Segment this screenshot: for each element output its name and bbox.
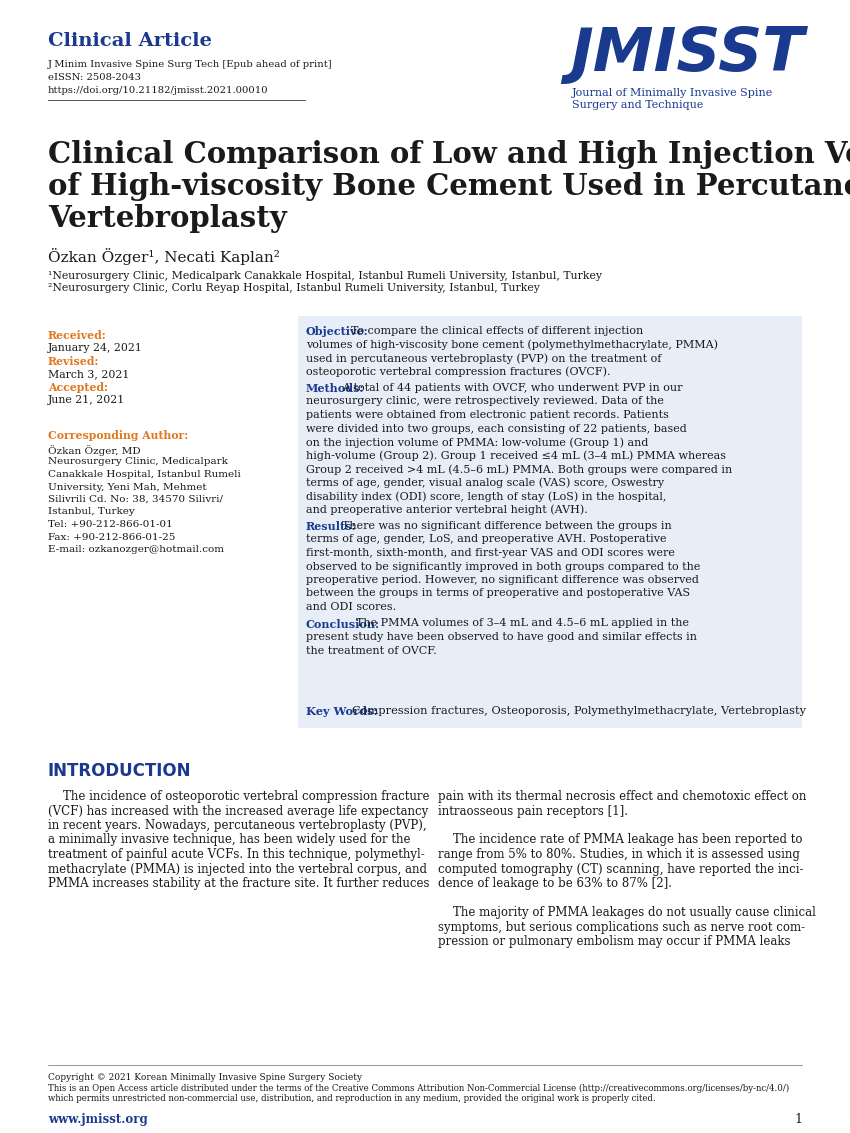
Text: dence of leakage to be 63% to 87% [2].: dence of leakage to be 63% to 87% [2]. — [438, 877, 672, 891]
Text: first-month, sixth-month, and first-year VAS and ODI scores were: first-month, sixth-month, and first-year… — [306, 548, 675, 557]
Text: the treatment of OVCF.: the treatment of OVCF. — [306, 646, 437, 656]
Text: ²Neurosurgery Clinic, Corlu Reyap Hospital, Istanbul Rumeli University, Istanbul: ²Neurosurgery Clinic, Corlu Reyap Hospit… — [48, 283, 540, 293]
Text: in recent years. Nowadays, percutaneous vertebroplasty (PVP),: in recent years. Nowadays, percutaneous … — [48, 819, 427, 832]
Text: were divided into two groups, each consisting of 22 patients, based: were divided into two groups, each consi… — [306, 424, 687, 434]
Text: June 21, 2021: June 21, 2021 — [48, 395, 125, 404]
Text: Key Words:: Key Words: — [306, 706, 377, 717]
Text: E-mail: ozkanozger@hotmail.com: E-mail: ozkanozger@hotmail.com — [48, 545, 224, 554]
Text: Surgery and Technique: Surgery and Technique — [572, 100, 703, 110]
Text: Results:: Results: — [306, 521, 356, 533]
Text: used in percutaneous vertebroplasty (PVP) on the treatment of: used in percutaneous vertebroplasty (PVP… — [306, 353, 661, 364]
Text: Istanbul, Turkey: Istanbul, Turkey — [48, 508, 135, 517]
Text: patients were obtained from electronic patient records. Patients: patients were obtained from electronic p… — [306, 410, 669, 420]
Text: range from 5% to 80%. Studies, in which it is assessed using: range from 5% to 80%. Studies, in which … — [438, 847, 800, 861]
Text: To compare the clinical effects of different injection: To compare the clinical effects of diffe… — [351, 326, 643, 337]
Text: Özkan Özger¹, Necati Kaplan²: Özkan Özger¹, Necati Kaplan² — [48, 248, 280, 265]
Text: observed to be significantly improved in both groups compared to the: observed to be significantly improved in… — [306, 562, 700, 571]
Text: 1: 1 — [794, 1113, 802, 1126]
Text: The incidence of osteoporotic vertebral compression fracture: The incidence of osteoporotic vertebral … — [48, 790, 429, 803]
Text: The incidence rate of PMMA leakage has been reported to: The incidence rate of PMMA leakage has b… — [438, 834, 802, 846]
Text: which permits unrestricted non-commercial use, distribution, and reproduction in: which permits unrestricted non-commercia… — [48, 1094, 655, 1104]
Text: of High-viscosity Bone Cement Used in Percutaneous: of High-viscosity Bone Cement Used in Pe… — [48, 172, 850, 201]
Text: Revised:: Revised: — [48, 356, 99, 367]
Text: March 3, 2021: March 3, 2021 — [48, 369, 129, 380]
Text: Özkan Özger, MD: Özkan Özger, MD — [48, 445, 140, 455]
Text: ¹Neurosurgery Clinic, Medicalpark Canakkale Hospital, Istanbul Rumeli University: ¹Neurosurgery Clinic, Medicalpark Canakk… — [48, 271, 602, 281]
Text: The majority of PMMA leakages do not usually cause clinical: The majority of PMMA leakages do not usu… — [438, 906, 816, 919]
Text: Compression fractures, Osteoporosis, Polymethylmethacrylate, Vertebroplasty: Compression fractures, Osteoporosis, Pol… — [353, 706, 807, 716]
Text: methacrylate (PMMA) is injected into the vertebral corpus, and: methacrylate (PMMA) is injected into the… — [48, 862, 427, 876]
Text: high-volume (Group 2). Group 1 received ≤4 mL (3–4 mL) PMMA whereas: high-volume (Group 2). Group 1 received … — [306, 451, 726, 461]
Text: pain with its thermal necrosis effect and chemotoxic effect on: pain with its thermal necrosis effect an… — [438, 790, 807, 803]
Text: Tel: +90-212-866-01-01: Tel: +90-212-866-01-01 — [48, 520, 173, 529]
Text: https://doi.org/10.21182/jmisst.2021.00010: https://doi.org/10.21182/jmisst.2021.000… — [48, 86, 269, 95]
Text: Silivrili Cd. No: 38, 34570 Silivri/: Silivrili Cd. No: 38, 34570 Silivri/ — [48, 495, 223, 504]
Text: terms of age, gender, visual analog scale (VAS) score, Oswestry: terms of age, gender, visual analog scal… — [306, 477, 664, 488]
Text: INTRODUCTION: INTRODUCTION — [48, 763, 191, 780]
Text: Journal of Minimally Invasive Spine: Journal of Minimally Invasive Spine — [572, 88, 774, 97]
Text: Received:: Received: — [48, 330, 107, 341]
Text: eISSN: 2508-2043: eISSN: 2508-2043 — [48, 73, 141, 82]
FancyBboxPatch shape — [298, 316, 802, 729]
Text: and preoperative anterior vertebral height (AVH).: and preoperative anterior vertebral heig… — [306, 504, 587, 516]
Text: (VCF) has increased with the increased average life expectancy: (VCF) has increased with the increased a… — [48, 804, 428, 818]
Text: Methods:: Methods: — [306, 383, 365, 394]
Text: www.jmisst.org: www.jmisst.org — [48, 1113, 148, 1126]
Text: treatment of painful acute VCFs. In this technique, polymethyl-: treatment of painful acute VCFs. In this… — [48, 847, 425, 861]
Text: Objective:: Objective: — [306, 326, 369, 337]
Text: volumes of high-viscosity bone cement (polymethylmethacrylate, PMMA): volumes of high-viscosity bone cement (p… — [306, 340, 718, 350]
Text: JMISST: JMISST — [570, 25, 804, 84]
Text: on the injection volume of PMMA: low-volume (Group 1) and: on the injection volume of PMMA: low-vol… — [306, 437, 649, 448]
Text: osteoporotic vertebral compression fractures (OVCF).: osteoporotic vertebral compression fract… — [306, 366, 610, 377]
Text: Conclusion:: Conclusion: — [306, 619, 380, 630]
Text: present study have been observed to have good and similar effects in: present study have been observed to have… — [306, 632, 697, 642]
Text: J Minim Invasive Spine Surg Tech [Epub ahead of print]: J Minim Invasive Spine Surg Tech [Epub a… — [48, 60, 332, 69]
Text: This is an Open Access article distributed under the terms of the Creative Commo: This is an Open Access article distribut… — [48, 1084, 790, 1093]
Text: computed tomography (CT) scanning, have reported the inci-: computed tomography (CT) scanning, have … — [438, 862, 803, 876]
Text: between the groups in terms of preoperative and postoperative VAS: between the groups in terms of preoperat… — [306, 588, 690, 598]
Text: symptoms, but serious complications such as nerve root com-: symptoms, but serious complications such… — [438, 920, 805, 934]
Text: terms of age, gender, LoS, and preoperative AVH. Postoperative: terms of age, gender, LoS, and preoperat… — [306, 535, 666, 545]
Text: University, Yeni Mah, Mehmet: University, Yeni Mah, Mehmet — [48, 483, 207, 492]
Text: The PMMA volumes of 3–4 mL and 4.5–6 mL applied in the: The PMMA volumes of 3–4 mL and 4.5–6 mL … — [355, 619, 688, 629]
Text: Canakkale Hospital, Istanbul Rumeli: Canakkale Hospital, Istanbul Rumeli — [48, 470, 241, 479]
Text: Group 2 received >4 mL (4.5–6 mL) PMMA. Both groups were compared in: Group 2 received >4 mL (4.5–6 mL) PMMA. … — [306, 465, 732, 475]
Text: Copyright © 2021 Korean Minimally Invasive Spine Surgery Society: Copyright © 2021 Korean Minimally Invasi… — [48, 1073, 362, 1082]
Text: Accepted:: Accepted: — [48, 382, 108, 393]
Text: disability index (ODI) score, length of stay (LoS) in the hospital,: disability index (ODI) score, length of … — [306, 491, 666, 502]
Text: Corresponding Author:: Corresponding Author: — [48, 431, 188, 441]
Text: neurosurgery clinic, were retrospectively reviewed. Data of the: neurosurgery clinic, were retrospectivel… — [306, 397, 664, 407]
Text: A total of 44 patients with OVCF, who underwent PVP in our: A total of 44 patients with OVCF, who un… — [343, 383, 683, 393]
Text: a minimally invasive technique, has been widely used for the: a minimally invasive technique, has been… — [48, 834, 411, 846]
Text: There was no significant difference between the groups in: There was no significant difference betw… — [343, 521, 672, 531]
Text: intraosseous pain receptors [1].: intraosseous pain receptors [1]. — [438, 804, 628, 818]
Text: Fax: +90-212-866-01-25: Fax: +90-212-866-01-25 — [48, 533, 175, 542]
Text: pression or pulmonary embolism may occur if PMMA leaks: pression or pulmonary embolism may occur… — [438, 935, 790, 948]
Text: Neurosurgery Clinic, Medicalpark: Neurosurgery Clinic, Medicalpark — [48, 458, 228, 467]
Text: Vertebroplasty: Vertebroplasty — [48, 204, 286, 233]
Text: and ODI scores.: and ODI scores. — [306, 602, 396, 612]
Text: Clinical Article: Clinical Article — [48, 32, 212, 50]
Text: Clinical Comparison of Low and High Injection Volumes: Clinical Comparison of Low and High Inje… — [48, 140, 850, 169]
Text: January 24, 2021: January 24, 2021 — [48, 343, 143, 353]
Text: preoperative period. However, no significant difference was observed: preoperative period. However, no signifi… — [306, 576, 699, 585]
Text: PMMA increases stability at the fracture site. It further reduces: PMMA increases stability at the fracture… — [48, 877, 429, 891]
